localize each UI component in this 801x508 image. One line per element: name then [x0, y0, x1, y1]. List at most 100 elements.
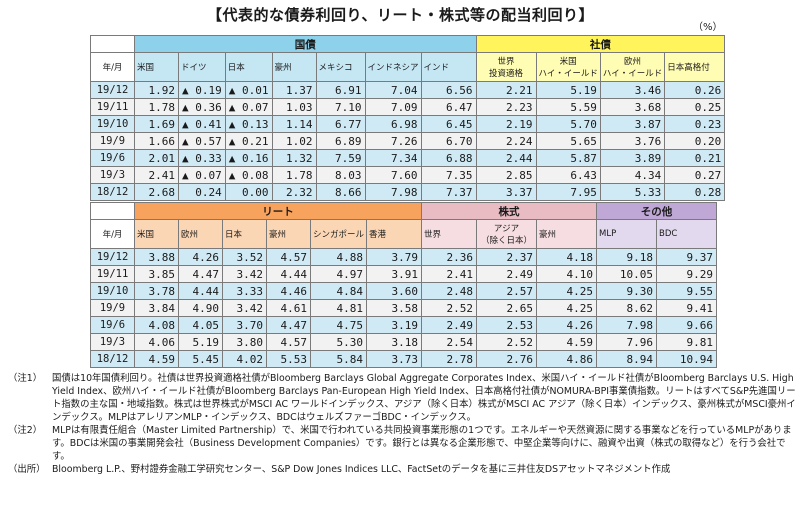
yield-cell: 3.42 [222, 265, 267, 283]
column-header: 米国 [134, 219, 179, 249]
yield-cell: 4.57 [266, 333, 311, 351]
column-header: 豪州 [271, 52, 317, 82]
yield-cell: 0.20 [664, 132, 726, 150]
yield-cell: 4.90 [178, 299, 223, 317]
yield-cell: 0.24 [178, 183, 226, 201]
yield-cell: 3.37 [475, 183, 537, 201]
yield-cell: 0.25 [664, 98, 726, 116]
yield-cell: ▲ 0.41 [178, 115, 226, 133]
row-date-label: 19/6 [90, 316, 135, 334]
note-text: MLPは有限責任組合（Master Limited Partnership）で、… [52, 425, 792, 462]
column-header-line: MLP [599, 229, 617, 239]
column-header-line: 豪州 [539, 230, 557, 240]
column-header-line: 欧州 [624, 57, 642, 67]
row-date-label: 18/12 [90, 183, 135, 201]
column-header-line: 世界 [497, 57, 515, 67]
yield-cell: 3.80 [222, 333, 267, 351]
yield-cell: 3.87 [599, 115, 666, 133]
yield-cell: ▲ 0.19 [178, 81, 226, 99]
yield-cell: 3.18 [366, 333, 423, 351]
table-row: 19/11 3.85 4.47 3.42 4.44 4.97 3.91 2.41 2.49 4.1… [90, 265, 718, 283]
yield-cell: 4.44 [178, 282, 223, 300]
yield-cell: 3.89 [599, 149, 666, 167]
yield-cell: 0.26 [664, 81, 726, 99]
yield-cell: 3.52 [222, 248, 267, 266]
column-header-line: （除く日本） [481, 236, 533, 246]
yield-cell: 2.76 [476, 350, 538, 368]
yield-cell: ▲ 0.07 [178, 166, 226, 184]
table-row: 19/10 3.78 4.44 3.33 4.46 4.84 3.60 2.48 2.57 4.2… [90, 282, 718, 300]
yield-cell: 2.32 [271, 183, 317, 201]
yield-cell: 4.02 [222, 350, 267, 368]
yield-cell: 6.47 [420, 98, 477, 116]
column-header: 欧州 ハイ・イールド [599, 52, 666, 82]
yield-cell: 2.65 [476, 299, 538, 317]
group-header-equity: 株式 [421, 202, 598, 220]
table-row: 19/6 4.08 4.05 3.70 4.47 4.75 3.19 2.49 2.53 4.26… [90, 316, 718, 334]
column-header: 米国 ハイ・イールド [535, 52, 601, 82]
yield-cell: 2.85 [475, 166, 537, 184]
note-1: （注1） 国債は10年国債利回り。社債は世界投資適格社債がBloomberg B… [8, 372, 798, 424]
yield-cell: ▲ 0.36 [178, 98, 226, 116]
group-header-reit: リート [133, 202, 423, 220]
table-row: 19/3 4.06 5.19 3.80 4.57 5.30 3.18 2.54 2.52 4.59… [90, 333, 718, 351]
yield-cell: 3.46 [599, 81, 666, 99]
row-date-label: 19/12 [90, 248, 135, 266]
column-header-line: 日本 [227, 63, 245, 73]
yield-cell: 6.70 [420, 132, 477, 150]
yield-cell: 2.52 [421, 299, 478, 317]
yield-cell: 9.66 [656, 316, 718, 334]
table-row: 19/12 3.88 4.26 3.52 4.57 4.88 3.79 2.36 2.37 4.1… [90, 248, 718, 266]
yield-cell: ▲ 0.07 [224, 98, 273, 116]
yield-cell: 2.36 [421, 248, 478, 266]
yield-cell: 4.47 [266, 316, 311, 334]
yield-cell: 9.29 [656, 265, 718, 283]
yield-cell: 6.91 [315, 81, 366, 99]
yield-cell: 0.27 [664, 166, 726, 184]
note-label: （注2） [8, 425, 43, 436]
yield-cell: 4.47 [178, 265, 223, 283]
column-header: 日本高格付 [664, 52, 726, 82]
column-header-line: メキシコ [318, 63, 353, 73]
yield-cell: 4.59 [536, 333, 598, 351]
column-header: 日本 [224, 52, 273, 82]
column-header-line: 豪州 [269, 230, 287, 240]
yield-cell: 1.32 [271, 149, 317, 167]
yield-cell: 3.58 [366, 299, 423, 317]
column-header: 豪州 [536, 219, 598, 249]
yield-cell: 3.85 [134, 265, 179, 283]
yield-cell: 10.94 [656, 350, 718, 368]
yield-cell: ▲ 0.01 [224, 81, 273, 99]
yield-cell: 2.21 [475, 81, 537, 99]
column-header-line: 世界 [424, 230, 442, 240]
yield-cell: 1.78 [271, 166, 317, 184]
column-header-line: インド [423, 63, 450, 73]
column-header: MLP [596, 219, 658, 249]
yield-cell: 7.37 [420, 183, 477, 201]
row-date-label: 19/9 [90, 132, 135, 150]
column-header-line: 香港 [369, 230, 387, 240]
yield-cell: 2.49 [421, 316, 478, 334]
yield-cell: 4.34 [599, 166, 666, 184]
page-title: 【代表的な債券利回り、リート・株式等の配当利回り】 [207, 6, 594, 24]
yield-cell: 8.03 [315, 166, 366, 184]
yield-cell: 9.55 [656, 282, 718, 300]
yield-cell: 6.77 [315, 115, 366, 133]
yield-cell: 5.87 [535, 149, 601, 167]
yield-cell: 7.98 [364, 183, 422, 201]
table-row: 19/9 3.84 4.90 3.42 4.61 4.81 3.58 2.52 2.65 4.25… [90, 299, 718, 317]
yield-cell: 5.53 [266, 350, 311, 368]
yield-cell: 2.54 [421, 333, 478, 351]
yield-cell: 3.91 [366, 265, 423, 283]
yield-cell: 4.25 [536, 299, 598, 317]
yield-cell: 6.43 [535, 166, 601, 184]
reit-equity-yield-table: リート 株式 その他 年/月 米国 欧州 日本 豪州 シンガポール 香港 世界 アジア （除く日本… [90, 202, 718, 368]
yield-cell: 9.30 [596, 282, 658, 300]
yield-cell: 4.61 [266, 299, 311, 317]
column-header: 豪州 [266, 219, 311, 249]
row-date-label: 19/6 [90, 149, 135, 167]
yield-cell: ▲ 0.21 [224, 132, 273, 150]
yield-cell: 3.60 [366, 282, 423, 300]
yield-cell: 5.30 [309, 333, 368, 351]
column-header: 日本 [222, 219, 267, 249]
